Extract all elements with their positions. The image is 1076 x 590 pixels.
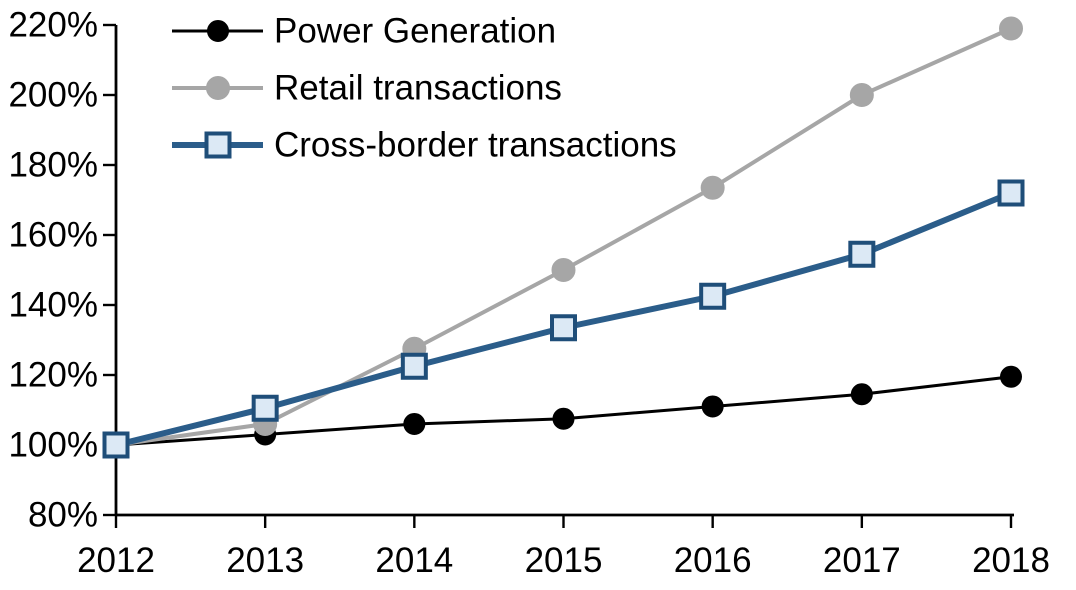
x-tick-label: 2014	[375, 541, 453, 580]
data-point-marker	[550, 314, 577, 342]
legend-label: Retail transactions	[274, 69, 562, 108]
data-point-marker	[207, 20, 229, 42]
legend-item-cross-border-transactions: Cross-border transactions	[172, 126, 677, 165]
y-tick-label: 160%	[8, 216, 98, 255]
data-point-marker	[403, 413, 426, 435]
data-point-marker	[699, 282, 727, 310]
x-tick-label: 2015	[525, 541, 603, 580]
y-axis: 220% 200% 180% 160% 140% 120% 100% 80%	[8, 6, 118, 535]
data-point-marker	[849, 83, 874, 107]
data-point-marker	[400, 352, 428, 380]
data-point-marker	[999, 16, 1023, 41]
plot-series	[102, 16, 1025, 459]
data-point-marker	[204, 131, 232, 159]
data-point-marker	[102, 431, 130, 459]
data-point-marker	[848, 240, 876, 268]
x-tick-label: 2017	[823, 541, 901, 580]
data-point-marker	[700, 175, 725, 200]
x-tick-label: 2016	[674, 541, 752, 580]
y-tick-label: 80%	[28, 496, 98, 535]
legend-item-power-generation: Power Generation	[172, 12, 556, 51]
y-tick-label: 140%	[8, 286, 98, 325]
data-point-marker	[850, 383, 873, 406]
y-tick-label: 200%	[8, 76, 98, 115]
x-axis: 2012 2013 2014 2015 2016 2017 2018	[77, 513, 1050, 580]
data-point-marker	[997, 179, 1025, 207]
y-tick-label: 100%	[8, 426, 98, 465]
y-tick-label: 180%	[8, 146, 98, 185]
legend-label: Power Generation	[274, 12, 556, 51]
data-point-marker	[701, 395, 724, 418]
data-point-marker	[551, 258, 576, 282]
data-point-marker	[251, 394, 279, 422]
legend-label: Cross-border transactions	[274, 126, 677, 165]
legend-item-retail-transactions: Retail transactions	[172, 69, 562, 108]
y-tick-label: 220%	[8, 6, 98, 45]
data-point-marker	[206, 76, 230, 100]
y-tick-label: 120%	[8, 356, 98, 395]
data-point-marker	[1000, 365, 1022, 388]
x-tick-label: 2018	[972, 541, 1050, 580]
legend: Power Generation Retail transactions Cross…	[172, 12, 677, 165]
data-point-marker	[552, 407, 575, 430]
series-cross-border-transactions	[102, 179, 1025, 459]
x-tick-label: 2012	[77, 541, 155, 580]
x-tick-label: 2013	[226, 541, 304, 580]
